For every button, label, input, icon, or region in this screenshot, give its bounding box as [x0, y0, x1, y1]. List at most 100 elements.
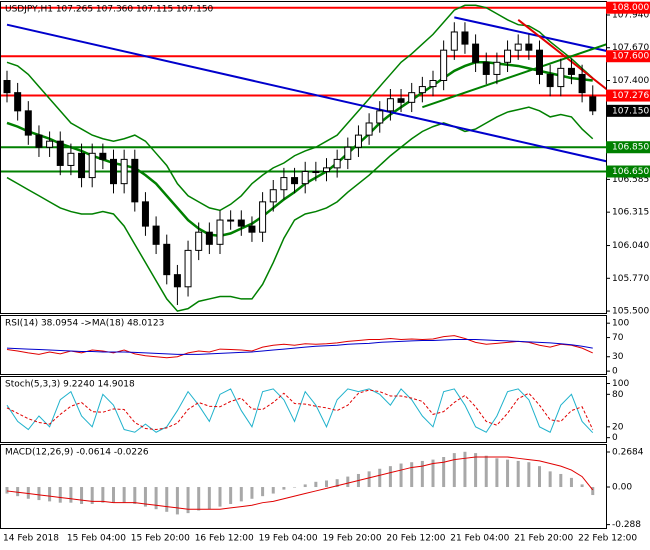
candle-body [461, 31, 469, 45]
candle-body [536, 49, 543, 75]
candle-body [504, 49, 512, 63]
level-label: 107.600 [612, 52, 649, 62]
candle-body [205, 231, 213, 245]
x-tick-label: 16 Feb 12:00 [195, 534, 254, 544]
candle-body [3, 80, 11, 94]
y-tick-label: 106.585 [612, 175, 649, 185]
histogram-bar [548, 471, 552, 488]
histogram-bar [314, 481, 318, 488]
candle-body [120, 158, 128, 185]
y-tick-label: 100 [612, 379, 629, 389]
candle-body [291, 177, 299, 185]
candle-body [323, 167, 330, 173]
histogram-bar [229, 487, 233, 504]
histogram-bar [282, 487, 286, 490]
x-tick-label: 15 Feb 20:00 [131, 534, 190, 544]
level-label: 106.650 [612, 167, 649, 177]
y-tick-label: 107.400 [612, 76, 649, 86]
histogram-bar [559, 473, 563, 488]
histogram-bar [154, 487, 158, 510]
histogram-bar [378, 468, 382, 488]
x-tick-label: 21 Feb 04:00 [450, 534, 509, 544]
x-tick-label: 19 Feb 20:00 [323, 534, 382, 544]
y-tick-label: 0 [612, 433, 618, 443]
candle-body [99, 152, 107, 160]
candle-body [227, 219, 235, 222]
candle-body [78, 152, 86, 179]
candle-body [67, 152, 75, 166]
panel-title: MACD(12,26,9) -0.0614 -0.0226 [5, 448, 149, 458]
histogram-bar [442, 457, 446, 488]
candle-body [397, 98, 405, 103]
panel-title: RSI(14) 38.0954 ->MA(18) 48.0123 [5, 319, 164, 329]
indicator-line [6, 388, 594, 434]
indicator-line [6, 389, 594, 431]
histogram-bar [69, 487, 73, 503]
candle-body [365, 122, 373, 136]
histogram-bar [591, 487, 595, 496]
candle-body [259, 201, 267, 233]
histogram-bar [175, 487, 179, 515]
trend-line [6, 23, 606, 163]
panel-frame [0, 1, 607, 314]
histogram-bar [420, 460, 424, 488]
histogram-bar [197, 487, 201, 511]
x-tick-label: 22 Feb 12:00 [578, 534, 637, 544]
last-price-label: 107.150 [612, 106, 649, 116]
histogram-bar [506, 459, 510, 488]
candle-body [589, 96, 597, 112]
candle-body [35, 134, 43, 148]
x-tick-label: 20 Feb 12:00 [386, 534, 445, 544]
candle-body [567, 67, 575, 75]
candle-body [88, 152, 96, 179]
indicator-line [6, 338, 593, 355]
candle-body [418, 86, 426, 94]
candle-body [482, 61, 490, 75]
panel [1, 4, 606, 312]
candle-body [301, 171, 309, 185]
y-tick-label: 100 [612, 319, 629, 329]
candle-body [525, 43, 533, 51]
histogram-bar [410, 462, 414, 488]
candle-body [312, 171, 320, 174]
trend-line [422, 43, 606, 109]
y-tick-label: 106.040 [612, 241, 649, 251]
level-label: 107.276 [612, 91, 649, 101]
candle-body [56, 140, 64, 166]
histogram-bar [26, 487, 30, 499]
panel [6, 335, 593, 359]
candle-body [557, 67, 565, 88]
candle-body [472, 43, 480, 63]
y-tick-label: 105.500 [612, 307, 649, 317]
histogram-bar [452, 453, 456, 488]
candle-body [24, 110, 32, 136]
candle-body [248, 225, 256, 233]
level-label: 106.850 [612, 143, 649, 153]
candle-body [578, 73, 586, 94]
histogram-bar [527, 462, 531, 488]
y-tick-label: 0.00 [612, 483, 632, 493]
histogram-bar [516, 460, 520, 488]
trend-line [454, 16, 606, 52]
candle-body [386, 98, 394, 112]
candle-body [440, 49, 448, 82]
y-tick-label: 105.770 [612, 274, 649, 284]
indicator-line [6, 335, 593, 359]
histogram-bar [58, 487, 62, 503]
candle-body [14, 92, 22, 112]
candle-body [46, 140, 54, 148]
panel-title: USDJPY,H1 107.265 107.360 107.115 107.15… [5, 5, 214, 15]
candle-body [354, 134, 362, 148]
histogram-bar [5, 487, 9, 494]
level-box [606, 89, 650, 102]
histogram-bar [293, 487, 297, 488]
histogram-bar [186, 487, 190, 514]
candle-body [195, 231, 203, 251]
histogram-bar [569, 477, 573, 488]
histogram-bar [399, 463, 403, 488]
histogram-bar [101, 487, 105, 503]
candle-body [269, 189, 277, 203]
candle-body [450, 31, 458, 51]
histogram-bar [90, 487, 94, 504]
